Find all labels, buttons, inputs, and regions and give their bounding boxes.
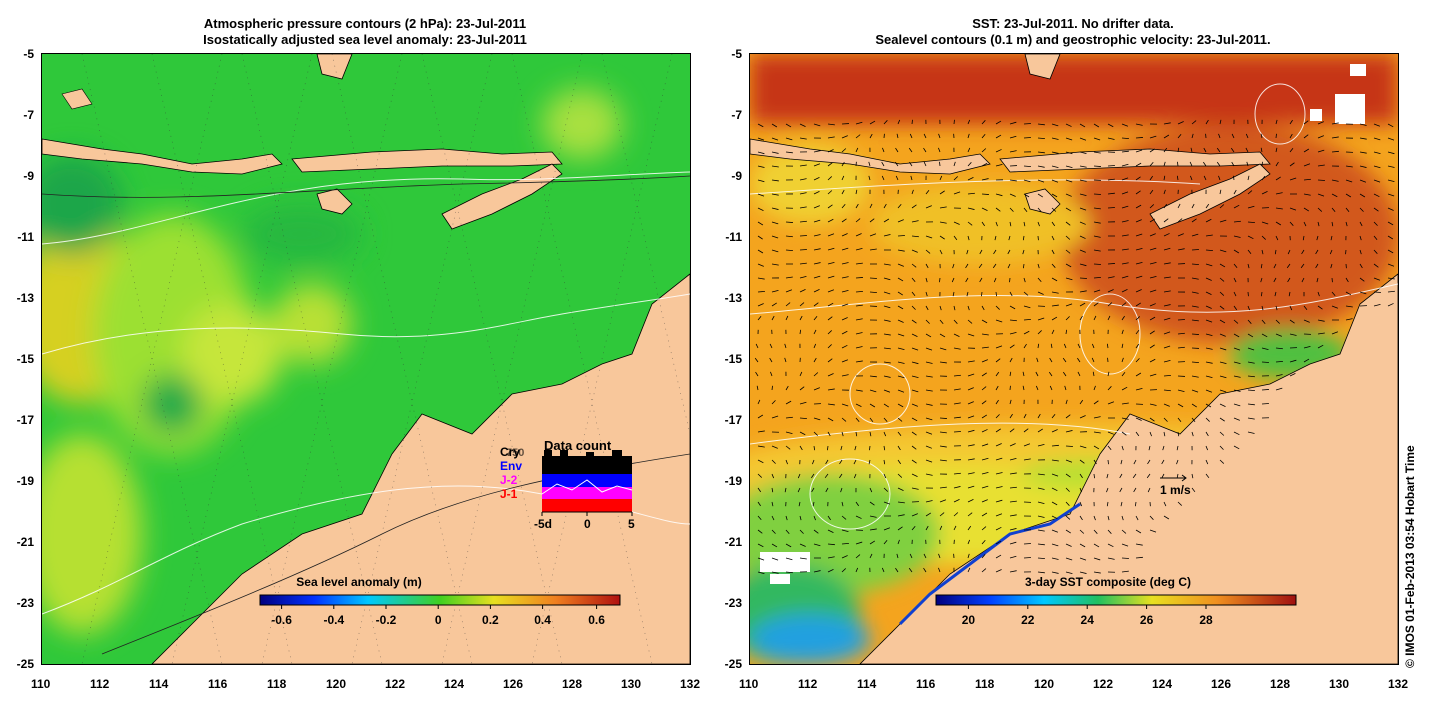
right-cb-tick-0: 20 [962,613,976,627]
left-xtick-11: 132 [680,677,701,691]
right-xtick-1: 112 [798,677,818,691]
velocity-scale-label: 1 m/s [1160,483,1191,497]
right-xtick-9: 128 [1270,677,1291,691]
right-xtick-0: 110 [739,677,759,691]
left-ytick-5: -15 [16,352,34,366]
legend-cry: Cry [500,445,520,459]
left-cb-tick-1: -0.4 [323,613,344,627]
left-xtick-8: 126 [503,677,524,691]
left-colorbar-label: Sea level anomaly (m) [296,575,421,589]
right-map: 1 m/s 3-day SST composite (deg C) 20 22 24… [750,54,1398,664]
left-xtick-9: 128 [562,677,583,691]
right-cb-tick-3: 26 [1140,613,1154,627]
right-ytick-7: -19 [724,474,742,488]
left-title-line2: Isostatically adjusted sea level anomaly… [203,32,527,47]
left-ytick-0: -5 [23,47,34,61]
left-ytick-10: -25 [16,657,34,671]
left-cb-tick-6: 0.6 [588,613,605,627]
legend-j1: J-1 [500,487,518,501]
legend-env: Env [500,459,522,473]
right-title-line1: SST: 23-Jul-2011. No drifter data. [972,16,1174,31]
right-colorbar-label: 3-day SST composite (deg C) [1025,575,1191,589]
left-xtick-5: 120 [326,677,347,691]
left-xtick-6: 122 [385,677,406,691]
left-xtick-0: 110 [31,677,51,691]
right-ytick-2: -9 [731,169,742,183]
right-xtick-3: 116 [916,677,936,691]
right-title: SST: 23-Jul-2011. No drifter data. Seale… [748,16,1398,48]
left-cb-tick-4: 0.2 [482,613,499,627]
legend-extra: 750 [506,447,524,459]
right-xtick-5: 120 [1034,677,1055,691]
left-cb-tick-3: 0 [435,613,442,627]
left-ytick-1: -7 [23,108,34,122]
left-ytick-9: -23 [16,596,34,610]
right-cb-tick-4: 28 [1199,613,1213,627]
left-xtick-2: 114 [149,677,169,691]
data-count-xtick-0: -5d [534,517,552,531]
right-ytick-4: -13 [724,291,742,305]
right-title-line2: Sealevel contours (0.1 m) and geostrophi… [875,32,1271,47]
copyright-text: © IMOS 01-Feb-2013 03:54 Hobart Time [1403,445,1417,668]
left-map: Data count -5d 0 5 Cry 750 Env J-2 J-1 S… [42,54,690,664]
left-xtick-3: 116 [208,677,228,691]
right-xtick-4: 118 [975,677,995,691]
left-colorbar: Sea level anomaly (m) -0.6 -0.4 -0.2 0 0.2 0.… [259,575,621,627]
right-xtick-8: 126 [1211,677,1232,691]
data-count-inset: Data count -5d 0 5 Cry 750 Env J-2 J-1 [500,438,635,531]
right-xtick-11: 132 [1388,677,1409,691]
left-cb-tick-2: -0.2 [376,613,397,627]
left-xtick-4: 118 [267,677,287,691]
right-ytick-10: -25 [724,657,742,671]
left-cb-tick-0: -0.6 [271,613,292,627]
left-xtick-7: 124 [444,677,465,691]
right-ytick-8: -21 [724,535,742,549]
right-cb-tick-2: 24 [1081,613,1095,627]
data-count-xtick-1: 0 [584,517,591,531]
velocity-scale: 1 m/s [1160,474,1191,497]
right-xtick-7: 124 [1152,677,1173,691]
left-ytick-7: -19 [16,474,34,488]
left-title: Atmospheric pressure contours (2 hPa): 2… [40,16,690,48]
right-ytick-5: -15 [724,352,742,366]
left-ytick-6: -17 [16,413,34,427]
right-ytick-1: -7 [731,108,742,122]
data-count-title: Data count [544,438,612,453]
left-xtick-1: 112 [90,677,110,691]
left-ytick-8: -21 [16,535,34,549]
legend-j2: J-2 [500,473,518,487]
left-ytick-4: -13 [16,291,34,305]
data-count-xtick-2: 5 [628,517,635,531]
right-xtick-2: 114 [857,677,877,691]
right-ytick-9: -23 [724,596,742,610]
left-ytick-3: -11 [17,230,34,244]
right-ytick-6: -17 [724,413,742,427]
left-ytick-2: -9 [23,169,34,183]
right-ytick-0: -5 [731,47,742,61]
right-cb-tick-1: 22 [1021,613,1035,627]
left-cb-tick-5: 0.4 [534,613,551,627]
right-xtick-10: 130 [1329,677,1350,691]
left-title-line1: Atmospheric pressure contours (2 hPa): 2… [203,16,527,31]
right-xtick-6: 122 [1093,677,1114,691]
right-colorbar: 3-day SST composite (deg C) 20 22 24 26 28 [935,575,1297,627]
right-ytick-3: -11 [725,230,742,244]
left-xtick-10: 130 [621,677,642,691]
